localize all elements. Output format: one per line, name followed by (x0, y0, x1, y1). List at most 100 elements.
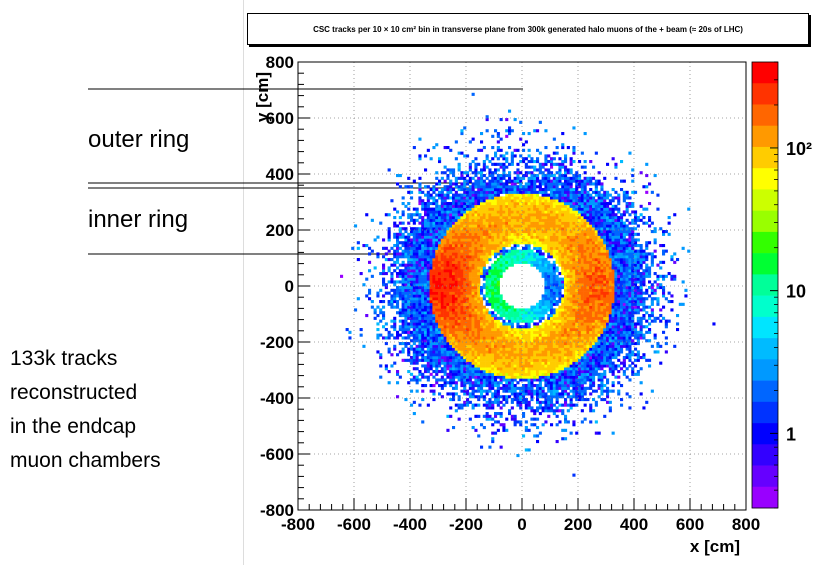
heatmap-cell (426, 403, 430, 407)
heatmap-cell (569, 319, 573, 323)
heatmap-cell (480, 356, 484, 360)
heatmap-cell (359, 272, 363, 276)
heatmap-cell (569, 272, 573, 276)
heatmap-cell (558, 392, 562, 396)
heatmap-cell (561, 350, 565, 354)
heatmap-cell (398, 174, 402, 178)
heatmap-cell (446, 300, 450, 304)
heatmap-cell (396, 300, 400, 304)
heatmap-cell (482, 255, 486, 259)
heatmap-cell (533, 176, 537, 180)
heatmap-cell (505, 322, 509, 326)
heatmap-cell (541, 339, 545, 343)
heatmap-cell (454, 314, 458, 318)
heatmap-cell (513, 344, 517, 348)
heatmap-cell (544, 176, 548, 180)
heatmap-cell (541, 350, 545, 354)
heatmap-cell (488, 230, 492, 234)
heatmap-cell (496, 294, 500, 298)
heatmap-cell (516, 196, 520, 200)
heatmap-cell (412, 283, 416, 287)
heatmap-cell (488, 244, 492, 248)
heatmap-cell (508, 308, 512, 312)
heatmap-cell (541, 333, 545, 337)
heatmap-cell (485, 300, 489, 304)
heatmap-cell (471, 221, 475, 225)
heatmap-cell (552, 224, 556, 228)
heatmap-cell (443, 241, 447, 245)
heatmap-cell (547, 378, 551, 382)
heatmap-cell (471, 311, 475, 315)
heatmap-cell (482, 358, 486, 362)
heatmap-cell (566, 188, 570, 192)
heatmap-cell (460, 342, 464, 346)
heatmap-cell (516, 403, 520, 407)
heatmap-cell (522, 143, 526, 147)
heatmap-cell (454, 308, 458, 312)
heatmap-cell (491, 395, 495, 399)
heatmap-cell (418, 235, 422, 239)
heatmap-cell (502, 328, 506, 332)
heatmap-cell (463, 179, 467, 183)
heatmap-cell (452, 224, 456, 228)
heatmap-cell (513, 244, 517, 248)
heatmap-cell (561, 300, 565, 304)
heatmap-cell (446, 353, 450, 357)
heatmap-cell (561, 325, 565, 329)
heatmap-cell (429, 193, 433, 197)
heatmap-cell (454, 311, 458, 315)
heatmap-cell (541, 311, 545, 315)
heatmap-cell (426, 342, 430, 346)
heatmap-cell (561, 356, 565, 360)
heatmap-cell (575, 202, 579, 206)
heatmap-cell (488, 266, 492, 270)
heatmap-cell (513, 314, 517, 318)
heatmap-cell (429, 347, 433, 351)
heatmap-cell (544, 370, 548, 374)
heatmap-cell (438, 342, 442, 346)
heatmap-cell (499, 227, 503, 231)
heatmap-cell (572, 364, 576, 368)
heatmap-cell (460, 333, 464, 337)
heatmap-cell (566, 372, 570, 376)
heatmap-cell (426, 308, 430, 312)
heatmap-cell (538, 344, 542, 348)
heatmap-cell (572, 286, 576, 290)
heatmap-cell (524, 157, 528, 161)
heatmap-cell (561, 216, 565, 220)
heatmap-cell (566, 218, 570, 222)
heatmap-cell (460, 260, 464, 264)
heatmap-cell (536, 249, 540, 253)
heatmap-cell (477, 202, 481, 206)
heatmap-cell (482, 328, 486, 332)
heatmap-cell (410, 356, 414, 360)
heatmap-cell (384, 367, 388, 371)
heatmap-cell (527, 448, 531, 452)
heatmap-cell (457, 207, 461, 211)
heatmap-cell (505, 216, 509, 220)
heatmap-cell (496, 367, 500, 371)
heatmap-cell (536, 207, 540, 211)
heatmap-cell (424, 202, 428, 206)
heatmap-cell (561, 428, 565, 432)
heatmap-cell (474, 311, 478, 315)
heatmap-cell (572, 378, 576, 382)
heatmap-cell (393, 305, 397, 309)
heatmap-cell (488, 213, 492, 217)
heatmap-cell (508, 196, 512, 200)
heatmap-cell (533, 389, 537, 393)
heatmap-cell (499, 302, 503, 306)
heatmap-cell (480, 210, 484, 214)
heatmap-cell (412, 339, 416, 343)
heatmap-cell (547, 188, 551, 192)
heatmap-cell (440, 288, 444, 292)
heatmap-cell (572, 196, 576, 200)
heatmap-cell (541, 370, 545, 374)
heatmap-cell (516, 255, 520, 259)
heatmap-cell (524, 188, 528, 192)
heatmap-cell (485, 188, 489, 192)
heatmap-cell (499, 207, 503, 211)
heatmap-cell (575, 356, 579, 360)
heatmap-cell (510, 319, 514, 323)
heatmap-cell (424, 277, 428, 281)
